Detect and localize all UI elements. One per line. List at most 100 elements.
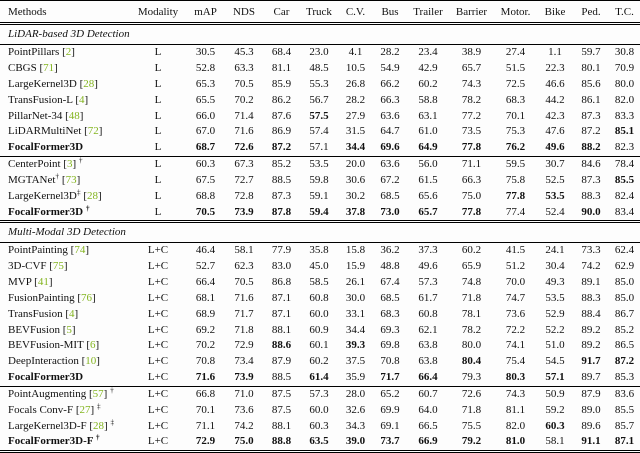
citation-number: 4 [69,307,75,320]
method-name: FocalFormer3D [8,141,84,154]
citation-number: 28 [87,189,98,202]
table-row: MGTANet† [73] L 67.5 72.7 88.5 59.8 30.6 67.2 61… [0,171,640,189]
metric-value: 57.4 [309,125,329,138]
metric-value: 74.2 [234,419,254,432]
metric-value: 84.6 [581,158,601,171]
metric-value: 60.8 [309,291,329,304]
metric-value: 39.3 [345,339,366,352]
metric-value: 65.7 [418,205,438,218]
metric-value: 59.8 [309,173,329,186]
metric-value: 53.5 [309,158,329,171]
metric-value: 10.5 [345,62,366,75]
metric-value: 59.7 [581,46,601,59]
metric-value: 42.3 [545,109,565,122]
modality-value: L [154,189,162,202]
metric-value: 86.7 [614,307,635,320]
metric-value: 88.8 [271,435,292,448]
metric-value: 87.5 [271,387,292,400]
metric-value: 73.3 [581,244,601,257]
modality-value: L [154,62,162,75]
metric-value: 62.3 [234,260,254,273]
metric-value: 91.1 [581,435,601,448]
citation-number: 75 [52,260,64,273]
metric-value: 73.9 [234,205,254,218]
metric-value: 67.4 [380,276,400,289]
metric-value: 63.6 [380,158,400,171]
metric-value: 83.3 [614,109,635,122]
metric-value: 65.3 [195,77,216,90]
citation-number: 73 [65,173,77,186]
metric-value: 60.2 [309,355,329,368]
metric-value: 69.3 [380,323,400,336]
metric-value: 88.5 [271,173,292,186]
modality-value: L [154,173,162,186]
column-header: NDS [232,6,255,18]
metric-value: 70.1 [505,109,526,122]
method-name: CenterPoint [3] † [8,155,83,171]
metric-value: 15.8 [345,244,366,257]
metric-value: 85.7 [614,419,635,432]
metric-value: 65.6 [418,189,438,202]
table-row: BEVFusion-MIT [6] L+C 70.2 72.9 88.6 60.1 39.3… [0,338,640,354]
metric-value: 87.2 [271,141,292,154]
modality-value: L+C [147,323,169,336]
modality-value: L+C [147,435,169,448]
metric-value: 71.0 [234,387,254,400]
metric-value: 60.7 [418,387,438,400]
method-name: FocalFormer3D [8,371,84,384]
table-row: 3D-CVF [75] L+C 52.7 62.3 83.0 45.0 15.9 48.8 49… [0,259,640,275]
metric-value: 82.0 [614,93,635,106]
metric-value: 75.3 [505,125,526,138]
metric-value: 41.5 [505,244,526,257]
column-header: Trailer [413,6,443,18]
metric-value: 73.4 [234,355,254,368]
metric-value: 85.5 [614,173,635,186]
method-name: BEVFusion [5] [8,323,76,336]
method-name: DeepInteraction [10] [8,355,100,368]
metric-value: 73.6 [505,307,526,320]
metric-value: 70.1 [195,403,216,416]
metric-value: 48.8 [380,260,400,273]
metric-value: 71.7 [380,371,400,384]
metric-value: 27.9 [345,109,366,122]
modality-value: L+C [147,403,169,416]
method-name: TransFusion-L [4] [8,93,89,106]
metric-value: 44.2 [545,93,565,106]
metric-value: 59.5 [505,158,526,171]
metric-value: 74.7 [505,291,526,304]
metric-value: 66.4 [418,371,438,384]
metric-value: 60.0 [309,307,329,320]
metric-value: 83.6 [614,387,635,400]
column-header: mAP [194,6,217,18]
metric-value: 73.7 [380,435,400,448]
method-name: PillarNet-34 [48] [8,109,84,122]
metric-value: 55.3 [309,77,329,90]
metric-value: 49.6 [418,260,438,273]
metric-value: 75.0 [234,435,254,448]
metric-value: 74.2 [581,260,601,273]
metric-value: 86.9 [271,125,292,138]
metric-value: 87.5 [271,403,292,416]
metric-value: 34.3 [345,419,366,432]
column-header: Car [273,6,290,18]
citation-number: 3 [66,158,73,171]
table-row: CBGS [71] L 52.8 63.3 81.1 48.5 10.5 54.9 42.9 65… [0,61,640,77]
metric-value: 89.7 [581,371,601,384]
metric-value: 69.1 [380,419,400,432]
metric-value: 81.1 [271,62,292,75]
metric-value: 87.3 [581,109,601,122]
metric-value: 58.1 [545,435,565,448]
metric-value: 66.3 [461,173,482,186]
metric-value: 78.2 [461,323,482,336]
metric-value: 88.6 [271,339,292,352]
metric-value: 59.4 [309,205,329,218]
metric-value: 62.1 [418,323,438,336]
metric-value: 23.0 [309,46,329,59]
metric-value: 60.3 [545,419,565,432]
dagger-mark: † [55,171,60,181]
metric-value: 56.7 [309,93,329,106]
dagger-mark: † [78,155,83,165]
metric-value: 51.5 [505,62,526,75]
metric-value: 60.8 [418,307,438,320]
metric-value: 70.8 [195,355,216,368]
